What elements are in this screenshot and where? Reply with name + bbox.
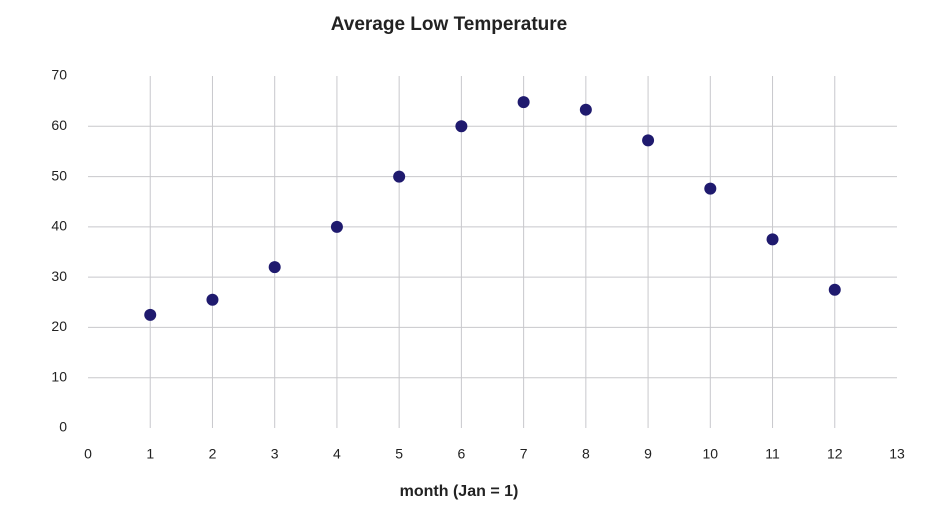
point (455, 120, 468, 133)
x-tick-label: 12 (827, 446, 843, 462)
x-tick-label: 0 (84, 446, 92, 462)
y-tick-label: 20 (51, 318, 67, 334)
x-tick-label: 2 (209, 446, 217, 462)
chart-title: Average Low Temperature (331, 14, 568, 35)
point (704, 182, 717, 195)
x-tick-label: 9 (644, 446, 652, 462)
y-tick-label: 30 (51, 268, 67, 284)
point (642, 134, 655, 147)
point (144, 308, 157, 321)
y-tick-label: 70 (51, 67, 67, 83)
y-tick-label: 10 (51, 368, 67, 384)
x-tick-label: 11 (765, 446, 780, 462)
x-tick-label: 1 (146, 446, 154, 462)
x-tick-label: 4 (333, 446, 341, 462)
point (206, 293, 219, 306)
point (579, 103, 592, 116)
x-tick-label: 10 (703, 446, 719, 462)
x-tick-label: 8 (582, 446, 590, 462)
point (268, 261, 281, 274)
x-axis-label: month (Jan = 1) (400, 483, 519, 500)
point (766, 233, 779, 246)
y-tick-label: 60 (51, 117, 67, 133)
point (517, 96, 530, 109)
y-tick-label: 50 (51, 167, 67, 183)
point (393, 170, 406, 183)
x-tick-label: 5 (395, 446, 403, 462)
y-tick-label: 40 (51, 218, 67, 234)
x-tick-label: 7 (520, 446, 528, 462)
point (330, 220, 343, 233)
point (828, 283, 841, 296)
x-tick-label: 6 (457, 446, 465, 462)
x-tick-label: 13 (889, 446, 905, 462)
y-tick-label: 0 (59, 419, 67, 435)
x-tick-label: 3 (271, 446, 279, 462)
